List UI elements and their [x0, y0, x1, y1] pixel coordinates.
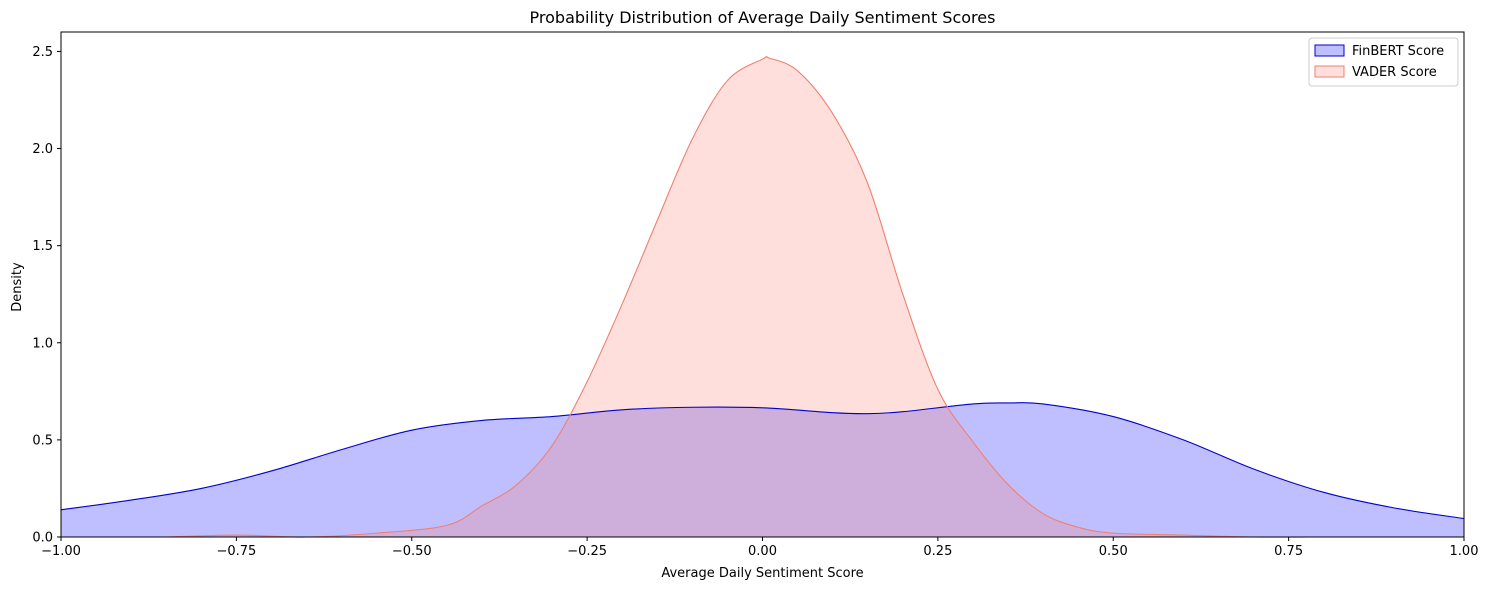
legend-swatch-finbert — [1314, 44, 1345, 57]
x-tick-label: 0.00 — [748, 544, 777, 559]
x-tick-label: −0.75 — [216, 544, 256, 559]
x-axis-ticks: −1.00 −0.75 −0.50 −0.25 0.00 0.25 0.50 0.75 1.00 — [41, 537, 1478, 559]
y-tick-label: 1.0 — [32, 336, 53, 351]
y-tick-label: 0.0 — [32, 531, 53, 546]
x-tick-label: −0.50 — [392, 544, 432, 559]
x-tick-label: −1.00 — [41, 544, 81, 559]
x-tick-label: −0.25 — [567, 544, 607, 559]
x-tick-label: 0.50 — [1099, 544, 1128, 559]
x-tick-label: 0.25 — [923, 544, 952, 559]
y-axis-label: Density — [10, 262, 25, 312]
legend: FinBERT Score VADER Score — [1308, 37, 1459, 87]
y-axis-ticks: 0.0 0.5 1.0 1.5 2.0 2.5 — [32, 45, 61, 546]
legend-frame — [1308, 37, 1459, 87]
chart-title: Probability Distribution of Average Dail… — [530, 8, 996, 27]
x-axis-label: Average Daily Sentiment Score — [661, 566, 863, 581]
area-vader — [166, 56, 1310, 538]
y-tick-label: 0.5 — [32, 433, 53, 448]
line-finbert — [60, 402, 1465, 520]
y-tick-label: 1.5 — [32, 239, 53, 254]
y-tick-label: 2.0 — [32, 142, 53, 157]
series-fills — [61, 56, 1464, 538]
legend-label-vader: VADER Score — [1352, 65, 1437, 80]
legend-label-finbert: FinBERT Score — [1352, 44, 1444, 59]
area-finbert — [61, 402, 1464, 537]
line-vader — [166, 56, 1310, 538]
x-tick-label: 0.75 — [1274, 544, 1303, 559]
x-tick-label: 1.00 — [1450, 544, 1479, 559]
y-tick-label: 2.5 — [32, 45, 53, 60]
series-lines — [60, 56, 1465, 538]
legend-swatch-vader — [1314, 65, 1345, 78]
